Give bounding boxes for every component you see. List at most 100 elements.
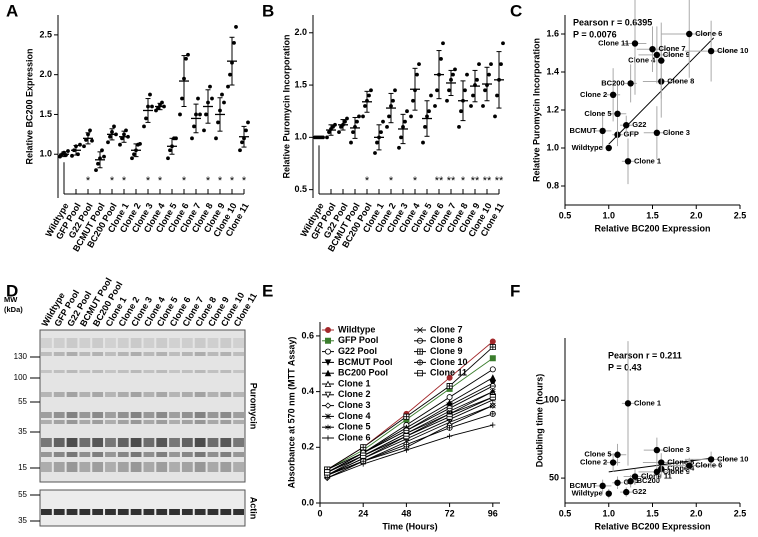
panel-label: E: [262, 281, 273, 300]
data-point: [445, 98, 449, 103]
data-point: [130, 156, 134, 161]
data-point: [357, 114, 361, 119]
point-label: Clone 7: [659, 44, 686, 53]
data-point: [475, 77, 479, 82]
blot-band: [53, 352, 65, 356]
blot-band: [117, 392, 129, 397]
blot-band: [53, 392, 65, 397]
legend-label: Clone 8: [430, 335, 463, 345]
blot-band: [220, 509, 232, 515]
data-point: [66, 149, 70, 153]
data-marker: [489, 402, 496, 409]
data-marker: [403, 447, 409, 453]
blot-band: [207, 420, 219, 424]
data-point: [451, 72, 455, 77]
data-marker: [447, 433, 453, 439]
data-point: [609, 91, 617, 99]
blot-band: [181, 412, 193, 418]
blot-band: [79, 412, 91, 418]
point-label: BCMUT: [570, 481, 597, 490]
blot-band: [194, 392, 206, 397]
x-tick-label: 2.0: [690, 210, 703, 220]
legend-label: Clone 5: [338, 422, 371, 432]
data-point: [653, 129, 661, 136]
blot-band: [233, 462, 244, 472]
blot-band: [117, 412, 129, 418]
data-point: [393, 88, 397, 93]
blot-band: [169, 412, 180, 418]
blot-band: [169, 338, 180, 348]
blot-band: [194, 352, 206, 356]
data-point: [707, 456, 715, 463]
blot-band: [143, 392, 155, 397]
blot-band: [41, 352, 52, 356]
blot-band: [156, 392, 168, 397]
data-point: [495, 93, 499, 98]
point-label: Clone 5: [584, 450, 611, 459]
legend-marker: [324, 348, 332, 355]
data-point: [96, 161, 100, 166]
data-point: [100, 148, 104, 153]
data-point: [599, 127, 606, 135]
data-point: [499, 62, 503, 67]
blot-band: [105, 412, 116, 418]
point-label: Clone 1: [634, 156, 661, 165]
blot-band: [66, 452, 78, 457]
blot-band: [66, 462, 78, 472]
data-point: [355, 119, 359, 124]
data-marker: [403, 433, 410, 440]
blot-band: [105, 338, 116, 348]
mw-marker: 130: [14, 352, 28, 361]
data-marker: [446, 424, 453, 431]
blot-band: [79, 452, 91, 457]
blot-band: [130, 452, 142, 457]
legend-label: BC200 Pool: [338, 368, 388, 378]
data-point: [489, 62, 493, 67]
data-point: [623, 122, 630, 129]
blot-band: [92, 392, 104, 397]
data-point: [240, 140, 244, 145]
blot-band: [156, 338, 168, 348]
legend-marker: [324, 327, 332, 333]
legend-label: BCMUT Pool: [338, 357, 393, 367]
data-marker: [446, 413, 453, 420]
blot-band: [92, 370, 104, 373]
blot-band: [181, 509, 193, 515]
legend-marker: [324, 391, 332, 399]
data-marker: [403, 413, 410, 420]
blot-band: [194, 462, 206, 472]
y-tick-label: 0.2: [301, 442, 314, 452]
x-tick-label: 1.0: [602, 210, 615, 220]
blot-band: [130, 392, 142, 397]
data-point: [337, 130, 341, 135]
point-label: Clone 4: [628, 56, 656, 65]
blot-band: [233, 338, 244, 348]
data-marker: [489, 383, 496, 389]
data-point: [234, 25, 238, 29]
significance-star: *: [110, 175, 115, 187]
data-point: [144, 116, 148, 121]
data-point: [658, 459, 665, 466]
data-point: [501, 41, 505, 46]
data-point: [180, 96, 184, 101]
data-point: [361, 114, 365, 119]
data-marker: [360, 458, 367, 465]
legend-marker: [325, 413, 331, 420]
data-marker: [360, 444, 367, 451]
data-point: [658, 57, 665, 64]
y-tick-label: 1.6: [546, 28, 559, 38]
data-point: [599, 482, 606, 490]
mw-marker: 35: [18, 516, 27, 525]
point-label: Clone 5: [584, 109, 611, 118]
blot-band: [143, 438, 155, 447]
data-marker: [403, 441, 410, 448]
y-axis-label: Relative BC200 Expression: [24, 48, 34, 164]
blot-band: [207, 462, 219, 472]
blot-band: [66, 392, 78, 397]
data-point: [481, 104, 485, 108]
mw-marker: 55: [18, 490, 27, 499]
data-point: [686, 30, 693, 38]
blot-band: [117, 462, 129, 472]
data-point: [349, 140, 353, 145]
point-label: Clone 11: [598, 38, 629, 47]
